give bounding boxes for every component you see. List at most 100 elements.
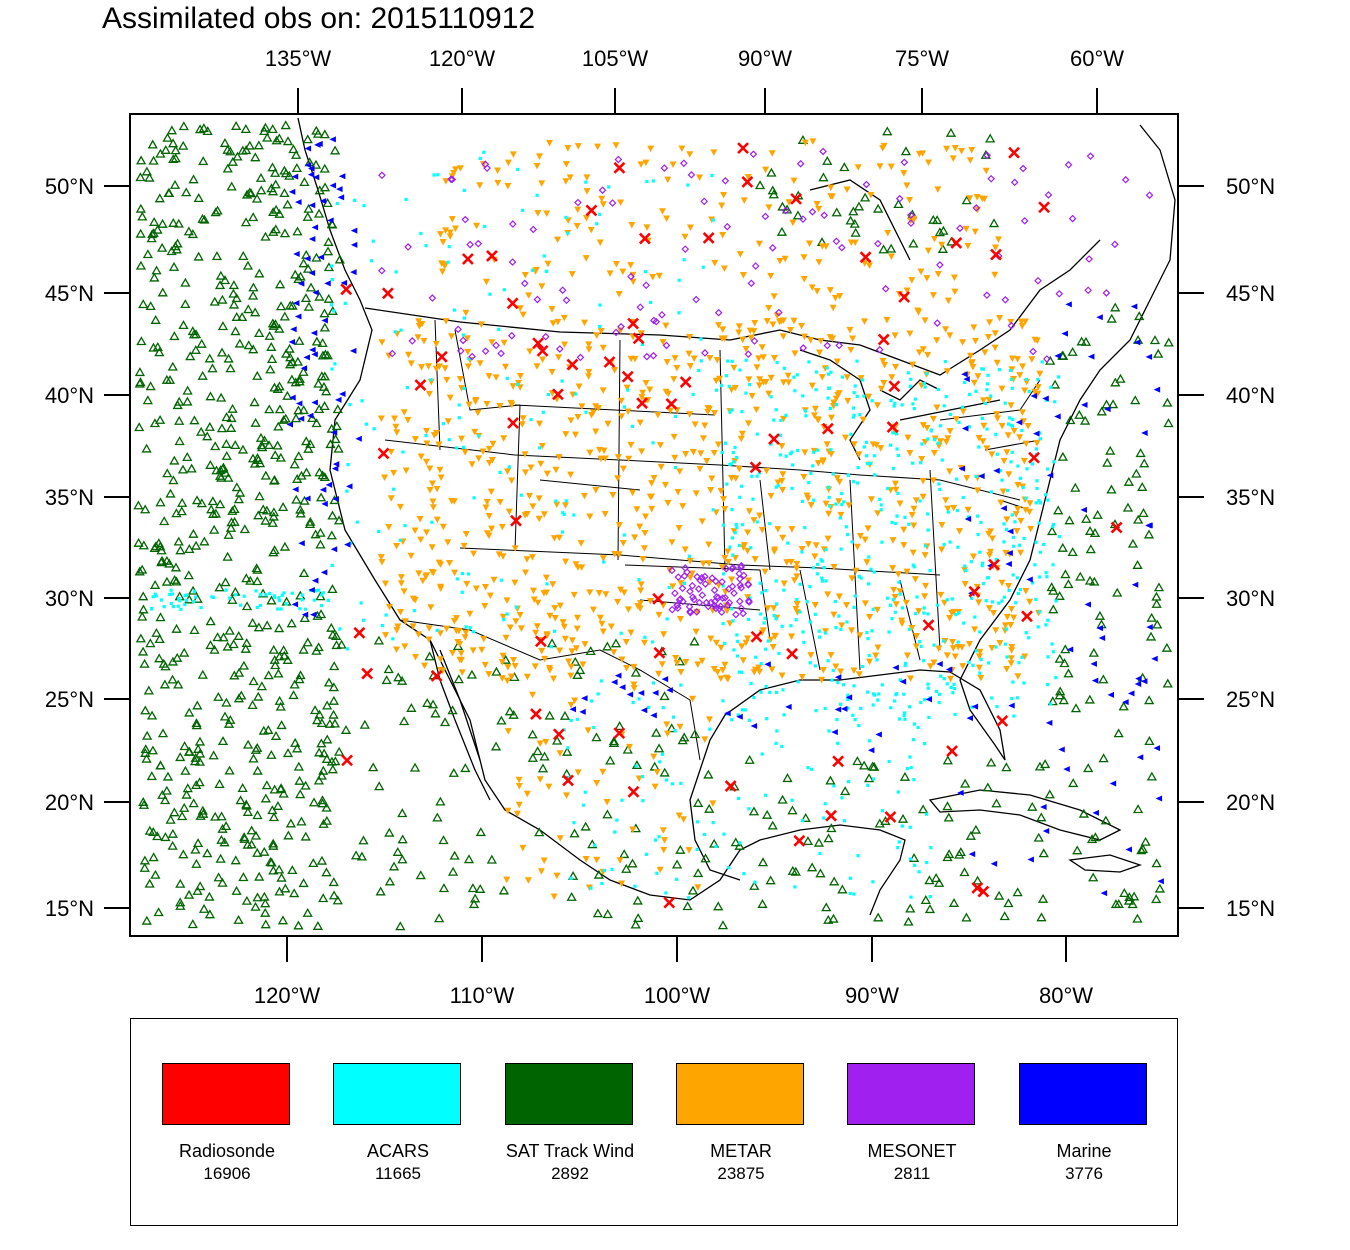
sat-wind-marker (198, 903, 210, 913)
east-coastline (959, 124, 1176, 681)
sat-wind-marker (279, 188, 290, 198)
sat-wind-marker (1112, 587, 1123, 597)
metar-marker (529, 587, 537, 595)
acars-marker (282, 591, 286, 595)
sat-wind-marker (197, 669, 208, 679)
sat-wind-marker (924, 875, 935, 885)
metar-marker (455, 627, 463, 635)
metar-marker (1007, 318, 1015, 326)
acars-marker (753, 880, 757, 884)
metar-marker (689, 449, 697, 456)
metar-marker (919, 493, 927, 501)
acars-marker (760, 752, 764, 756)
metar-marker (892, 486, 900, 494)
acars-marker (848, 876, 853, 880)
sat-wind-marker (256, 440, 267, 450)
acars-marker (699, 359, 703, 363)
sat-wind-marker (194, 736, 206, 746)
metar-marker (600, 447, 608, 455)
acars-marker (824, 579, 828, 583)
metar-marker (708, 216, 716, 223)
acars-marker (1007, 416, 1012, 420)
marine-marker (1091, 677, 1099, 684)
sat-wind-marker (1085, 544, 1096, 554)
marine-marker (295, 400, 303, 407)
metar-marker (612, 260, 620, 268)
sat-wind-marker (336, 639, 347, 649)
acars-marker (1044, 623, 1048, 627)
marine-marker (327, 217, 334, 224)
sat-wind-marker (537, 763, 549, 773)
metar-marker (480, 635, 488, 643)
sat-wind-marker (270, 319, 281, 329)
acars-marker (842, 819, 847, 823)
acars-marker (953, 712, 957, 717)
metar-marker (596, 614, 604, 622)
metar-marker (718, 202, 726, 210)
metar-marker (595, 405, 603, 412)
marine-marker (292, 486, 299, 493)
metar-marker (975, 434, 983, 442)
metar-marker (779, 534, 787, 542)
metar-marker (630, 685, 638, 692)
sat-wind-marker (171, 576, 182, 586)
acars-marker (392, 487, 396, 491)
sat-wind-marker (177, 497, 188, 507)
sat-wind-marker (274, 651, 285, 661)
acars-marker (818, 635, 822, 639)
observation-map: 135°W 120°W 105°W 90°W 75°W 60°W 120°W 1… (45, 46, 1275, 1008)
metar-marker (887, 163, 895, 171)
metar-marker (679, 816, 687, 823)
acars-marker (1018, 476, 1023, 480)
metar-marker (550, 675, 558, 683)
metar-marker (516, 611, 524, 619)
sat-wind-marker (777, 201, 788, 211)
metar-marker (962, 225, 970, 233)
sat-wind-marker (245, 188, 257, 198)
sat-wind-marker (259, 891, 270, 901)
acars-marker (801, 630, 805, 634)
metar-marker (400, 588, 408, 595)
acars-marker (903, 661, 908, 666)
sat-wind-marker (276, 720, 287, 730)
metar-marker (499, 553, 507, 560)
metar-marker (582, 215, 590, 222)
acars-marker (1027, 636, 1031, 640)
acars-marker (602, 868, 607, 873)
marine-marker (290, 326, 297, 333)
metar-marker (999, 488, 1007, 496)
metar-marker (896, 588, 904, 595)
acars-marker (1012, 714, 1016, 718)
acars-marker (911, 738, 916, 742)
metar-marker (778, 443, 786, 450)
sat-wind-marker (713, 901, 724, 911)
acars-marker (782, 588, 786, 592)
sat-wind-marker (1089, 528, 1101, 537)
acars-marker (691, 392, 695, 397)
metar-marker (723, 607, 731, 615)
sat-wind-marker (1089, 576, 1100, 586)
metar-marker (800, 276, 808, 283)
acars-marker (774, 741, 778, 745)
acars-marker (957, 420, 961, 424)
acars-marker (748, 596, 752, 600)
mesonet-marker (725, 598, 734, 607)
sat-wind-marker (961, 912, 972, 922)
acars-marker (1018, 588, 1023, 592)
sat-wind-marker (209, 296, 220, 306)
acars-marker (711, 218, 716, 222)
metar-marker (429, 498, 437, 506)
metar-marker (627, 262, 635, 269)
metar-marker (721, 335, 729, 342)
metar-marker (930, 235, 938, 243)
metar-marker (964, 506, 972, 514)
metar-marker (426, 487, 434, 494)
metar-marker (509, 383, 517, 390)
metar-marker (790, 177, 798, 185)
radiosonde-marker (821, 422, 834, 435)
sat-wind-marker (319, 163, 330, 173)
sat-wind-marker (202, 431, 213, 441)
sat-wind-marker (250, 417, 261, 427)
sat-wind-marker (486, 854, 497, 864)
west-coastline (297, 117, 906, 916)
